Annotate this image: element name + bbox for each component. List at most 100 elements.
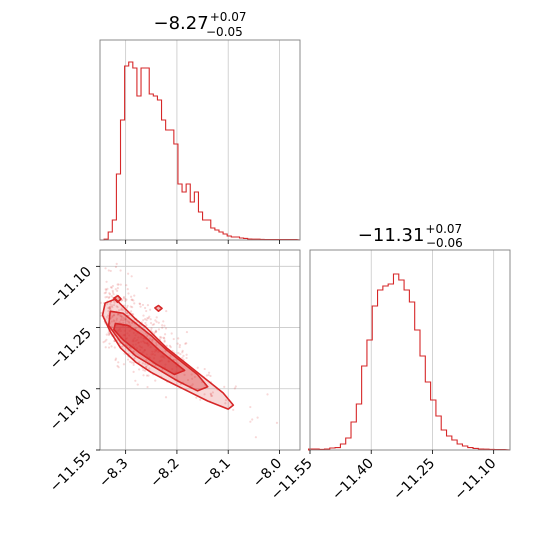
joint-grid [100,250,300,451]
joint-scatter-point [111,316,114,319]
joint-scatter-point [107,346,111,349]
joint-scatter-point [125,298,128,301]
joint-scatter-point [105,280,108,283]
joint-scatter-point [163,339,166,342]
marginal-param1-ticks [125,240,280,244]
joint-scatter-point [116,306,119,309]
joint-scatter-point [185,330,189,334]
joint-scatter-point [111,306,114,309]
joint-scatter-point [154,330,157,333]
joint-scatter-point [106,295,109,298]
joint-scatter-point [104,340,107,343]
joint-scatter-point [172,337,175,341]
joint-scatter-point [113,320,116,323]
joint-scatter-point [149,308,152,311]
joint-scatter-point [145,365,148,368]
joint-scatter-point [144,318,147,321]
joint-scatter-point [107,296,110,300]
joint-scatter-point [112,314,116,317]
joint-scatter-point [116,287,119,290]
joint-scatter-point [104,296,107,299]
joint-scatter-point [138,361,141,364]
joint-scatter-point [149,321,153,325]
joint-scatter-point [114,288,117,291]
marginal-param1-frame [99,39,301,241]
joint-scatter-point [249,420,252,423]
joint-scatter-point [117,283,120,286]
joint-scatter-point [155,344,158,347]
joint-scatter-point [143,369,147,372]
joint-scatter-point [154,329,157,332]
joint-scatter-point [128,346,131,349]
joint-scatter-point [205,374,208,377]
joint-scatter-point [151,338,155,341]
joint-scatter-point [105,289,108,292]
joint-scatter-point [105,338,108,341]
joint-scatter-point [190,384,193,387]
joint-scatter-point [224,399,228,402]
joint-scatter-point [163,324,166,327]
joint-scatter-point [110,295,113,298]
joint-scatter-point [107,333,110,337]
joint-scatter-point [121,308,124,312]
joint-scatter-point [209,374,212,378]
joint-scatter-point [127,272,130,275]
joint-scatter-point [139,305,142,308]
joint-scatter-point [145,323,148,327]
joint-scatter-point [142,374,145,377]
joint-scatter-point [117,361,120,364]
joint-scatter-point [147,374,150,377]
joint-scatter-point [146,333,149,337]
joint-scatter-point [131,322,134,325]
joint-scatter-point [125,284,128,287]
joint-scatter-point [147,317,150,320]
joint-scatter-point [145,309,148,313]
joint-scatter-point [123,304,126,307]
marginal-param2-title-sub: −0.06 [426,236,463,250]
joint-scatter-point [141,303,145,307]
joint-scatter-point [115,262,118,265]
joint-scatter-point [154,379,157,382]
joint-scatter-point [164,327,168,330]
joint-scatter-point [150,339,154,342]
joint-scatter-point [148,367,151,370]
joint-scatter-point [191,377,194,380]
joint-scatter-point [108,307,111,310]
joint-scatter-point [119,314,122,317]
joint-scatter-point [184,342,187,345]
marginal-param2-frame [309,249,511,451]
joint-scatter-point [232,408,235,411]
joint-scatter-point [100,311,103,315]
joint-contour-blob-b [154,304,163,313]
joint-scatter-point [153,331,156,334]
joint-scatter-point [107,306,110,310]
joint-scatter-point [124,299,127,303]
joint-scatter-point [146,304,150,307]
joint-scatter-point [108,295,111,299]
joint-scatter-point [138,302,142,306]
joint-scatter-point [162,336,165,339]
joint-scatter-point [108,333,111,336]
joint-scatter-point [124,317,127,321]
joint-frame [99,249,301,451]
joint-scatter-point [104,346,107,349]
joint-scatter-point [154,319,157,322]
joint-scatter-point [161,326,164,329]
joint-scatter-point [110,325,113,328]
joint-scatter-point [130,295,133,298]
joint-scatter-point [254,436,257,439]
joint-scatter-point [185,356,188,360]
joint-scatter-point [164,350,167,353]
joint-scatter-point [155,320,158,323]
joint-contour-blob-a [113,294,122,304]
joint-scatter-point [111,284,114,288]
joint-scatter-point [111,314,114,318]
joint-scatter-point [104,288,107,291]
joint-scatter-point [129,347,133,350]
joint-scatter-point [112,314,116,317]
joint-scatter-point [107,269,110,272]
joint-scatter-point [141,362,145,365]
marginal-param1-bg [100,40,300,240]
joint-scatter-point [209,393,213,396]
